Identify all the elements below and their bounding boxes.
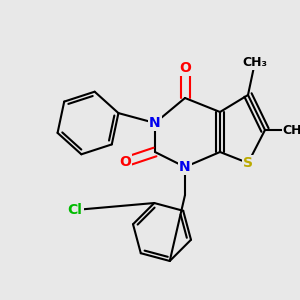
Text: CH₃: CH₃ (242, 56, 268, 68)
Text: N: N (149, 116, 161, 130)
Text: O: O (179, 61, 191, 75)
Text: Cl: Cl (68, 203, 82, 217)
Text: O: O (119, 155, 131, 169)
Text: S: S (243, 156, 253, 170)
Text: CH₃: CH₃ (283, 124, 300, 136)
Text: N: N (179, 160, 191, 174)
